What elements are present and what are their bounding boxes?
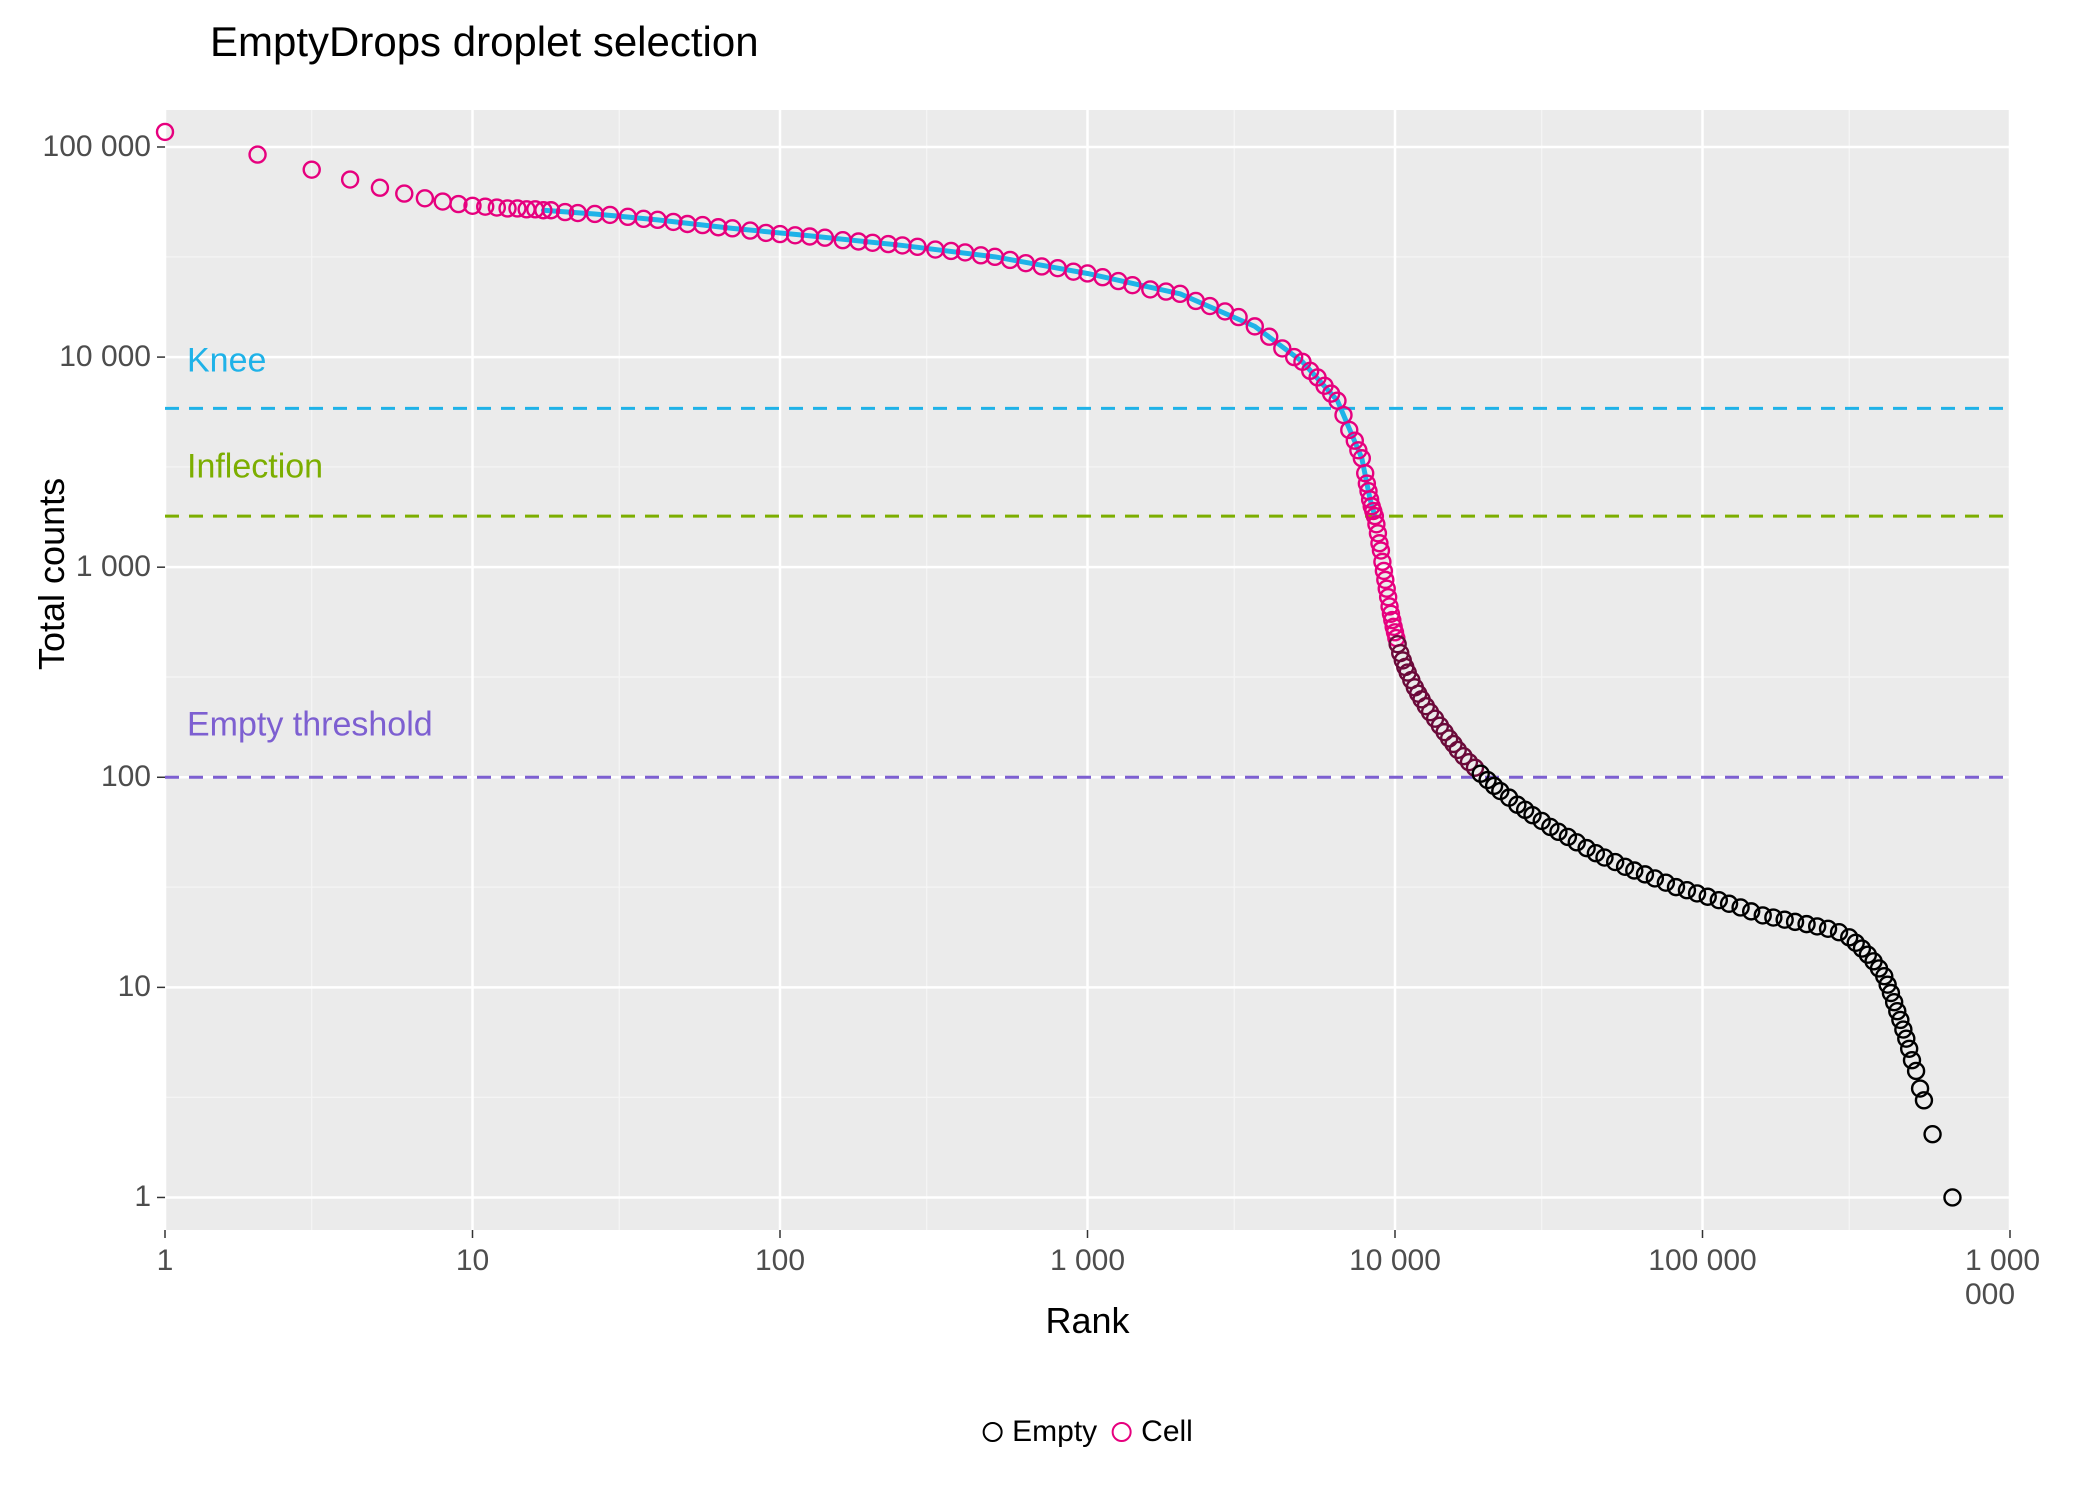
x-tick-label: 1 000 000 [1965, 1244, 2055, 1312]
legend-item-cell: Cell [1111, 1415, 1193, 1449]
y-tick-label: 10 [118, 970, 151, 1004]
y-tick-label: 1 [134, 1180, 151, 1214]
x-tick-label: 100 000 [1648, 1244, 1756, 1278]
x-tick-label: 100 [755, 1244, 805, 1278]
x-tick-label: 10 [456, 1244, 489, 1278]
annotation-inflection-label: Inflection [187, 447, 323, 486]
x-tick-label: 1 [157, 1244, 174, 1278]
x-tick-label: 10 000 [1349, 1244, 1441, 1278]
legend-swatch-empty [982, 1422, 1002, 1442]
y-tick-label: 1 000 [76, 550, 151, 584]
legend-swatch-cell [1111, 1422, 1131, 1442]
annotation-threshold-label: Empty threshold [187, 705, 433, 744]
y-tick-label: 10 000 [59, 340, 151, 374]
legend-item-empty: Empty [982, 1415, 1097, 1449]
annotation-knee-label: Knee [187, 341, 266, 380]
y-tick-label: 100 000 [43, 130, 151, 164]
legend-label-cell: Cell [1141, 1415, 1193, 1449]
legend: Empty Cell [982, 1415, 1193, 1449]
x-tick-label: 1 000 [1050, 1244, 1125, 1278]
y-tick-label: 100 [101, 760, 151, 794]
legend-label-empty: Empty [1012, 1415, 1097, 1449]
